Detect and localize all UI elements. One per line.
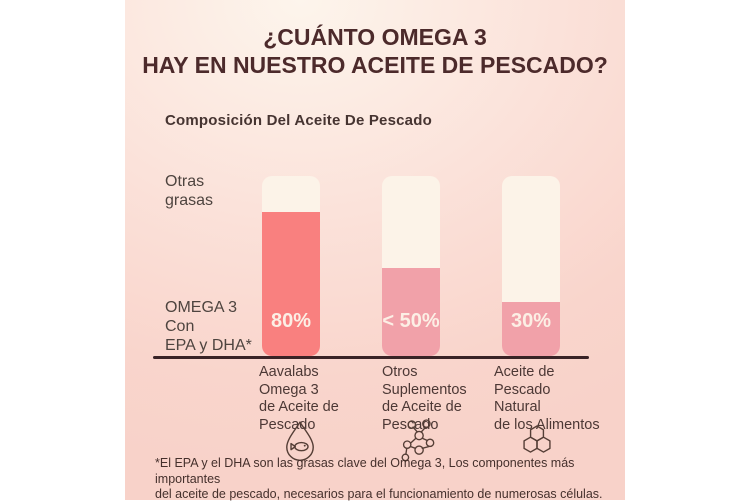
bar-fill-pescado-natural: [502, 302, 560, 356]
footnote-line: del aceite de pescado, necesarios para e…: [155, 487, 603, 501]
category-label-aavalabs: Aavalabs Omega 3 de Aceite de Pescado: [259, 364, 339, 434]
page-title: ¿CUÁNTO OMEGA 3 HAY EN NUESTRO ACEITE DE…: [125, 23, 625, 79]
footnote: *El EPA y el DHA son las grasas clave de…: [155, 456, 615, 503]
bar-percent-label: 30%: [510, 310, 552, 332]
category-line: de Aceite de: [259, 399, 339, 415]
chart-title: Composición Del Aceite De Pescado: [165, 112, 432, 129]
axis-label-line: OMEGA 3: [165, 299, 238, 316]
category-line: de Aceite de: [382, 399, 462, 415]
bar-pescado-natural: 30%: [502, 176, 560, 356]
category-label-pescado-natural: Aceite de Pescado Natural de los Aliment…: [494, 364, 600, 434]
axis-label-otras-grasas: Otras grasas: [165, 172, 213, 210]
page-title-line2: HAY EN NUESTRO ACEITE DE PESCADO?: [142, 52, 608, 78]
category-line: Pescado: [494, 381, 551, 398]
axis-label-omega3: OMEGA 3 Con EPA y DHA*: [165, 298, 252, 355]
category-line: Aceite de: [494, 364, 555, 380]
category-line: Suplementos: [382, 381, 467, 398]
honeycomb-icon: [517, 424, 557, 455]
footnote-line: *El EPA y el DHA son las grasas clave de…: [155, 456, 575, 486]
bar-otros-suplementos: < 50%: [382, 176, 440, 356]
fish-droplet-icon: [283, 419, 317, 461]
category-line: Natural: [494, 399, 541, 415]
axis-label-line: Con: [165, 318, 195, 335]
bar-percent-label: < 50%: [382, 310, 440, 332]
bar-fill-aavalabs: [262, 212, 320, 356]
bar-aavalabs: 80%: [262, 176, 320, 356]
molecule-icon: [399, 418, 441, 464]
category-line: Otros: [382, 364, 418, 380]
category-line: Aavalabs: [259, 364, 319, 380]
axis-label-line: grasas: [165, 192, 214, 209]
category-line: Pescado: [259, 416, 316, 433]
category-line: de los Alimentos: [494, 416, 600, 433]
axis-label-line: Otras: [165, 173, 205, 190]
axis-label-line: EPA y DHA*: [165, 337, 252, 354]
x-axis-line: [153, 356, 589, 359]
page-title-line1: ¿CUÁNTO OMEGA 3: [263, 24, 487, 50]
category-line: Omega 3: [259, 381, 319, 398]
bar-fill-otros-suplementos: [382, 267, 440, 356]
bar-percent-label: 80%: [270, 310, 312, 332]
